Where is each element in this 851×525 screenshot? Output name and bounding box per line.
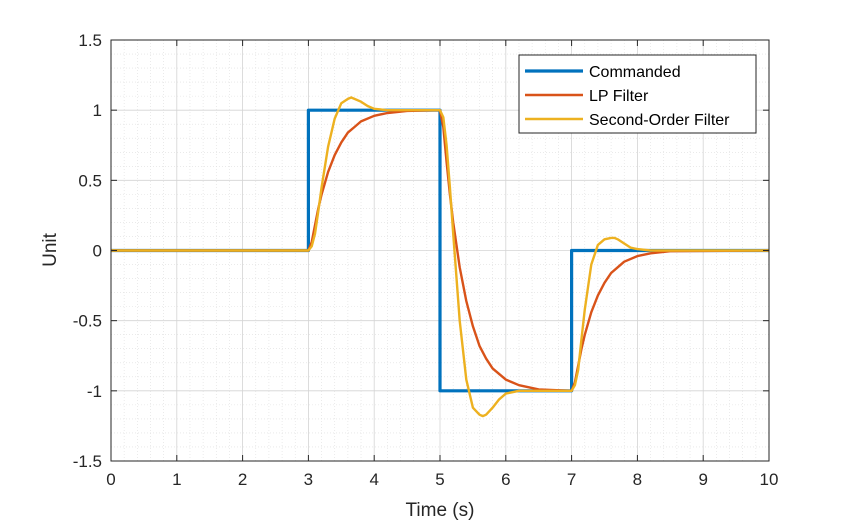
x-tick-label: 2 <box>238 470 247 489</box>
y-tick-label: -1.5 <box>73 452 102 471</box>
x-tick-label: 8 <box>633 470 642 489</box>
x-tick-label: 9 <box>698 470 707 489</box>
series-line-commanded <box>111 108 769 393</box>
x-axis-label: Time (s) <box>406 500 475 521</box>
y-tick-label: 0 <box>93 242 102 261</box>
series-lines <box>111 96 770 418</box>
x-tick-labels: 0 1 2 3 4 5 6 7 8 9 10 <box>106 470 778 489</box>
x-tick-label: 3 <box>304 470 313 489</box>
x-tick-label: 7 <box>567 470 576 489</box>
x-tick-label: 6 <box>501 470 510 489</box>
series-line-second-order-filter <box>111 96 769 418</box>
x-tick-label: 4 <box>369 470 378 489</box>
x-tick-label: 0 <box>106 470 115 489</box>
legend: Commanded LP Filter Second-Order Filter <box>518 54 757 134</box>
y-tick-label: 0.5 <box>78 171 102 190</box>
legend-label-second-order-filter: Second-Order Filter <box>589 112 730 129</box>
x-tick-label: 1 <box>172 470 181 489</box>
y-tick-label: 1.5 <box>78 31 102 50</box>
y-tick-label: -1 <box>87 382 102 401</box>
x-tick-label: 5 <box>435 470 444 489</box>
series-line-lp-filter <box>111 108 770 392</box>
y-tick-label: -0.5 <box>73 312 102 331</box>
legend-label-lp-filter: LP Filter <box>589 88 649 105</box>
y-tick-labels: 1.5 1 0.5 0 -0.5 -1 -1.5 <box>73 31 102 471</box>
axis-ticks <box>110 39 770 462</box>
x-tick-label: 10 <box>760 470 779 489</box>
legend-label-commanded: Commanded <box>589 64 681 81</box>
y-tick-label: 1 <box>93 101 102 120</box>
y-axis-label: Unit <box>40 232 61 267</box>
